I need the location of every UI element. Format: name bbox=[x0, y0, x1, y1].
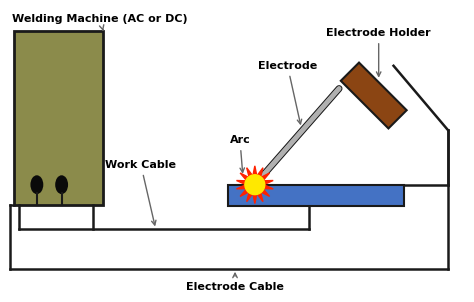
Text: Welding Machine (AC or DC): Welding Machine (AC or DC) bbox=[12, 14, 188, 30]
Text: Electrode Cable: Electrode Cable bbox=[186, 273, 284, 292]
Bar bbox=[14, 31, 103, 204]
Ellipse shape bbox=[30, 175, 43, 194]
Text: Electrode Holder: Electrode Holder bbox=[327, 28, 431, 76]
Bar bbox=[228, 185, 404, 207]
Text: Electrode: Electrode bbox=[258, 61, 317, 124]
Circle shape bbox=[245, 175, 265, 194]
Polygon shape bbox=[237, 166, 273, 204]
Text: Arc: Arc bbox=[229, 135, 250, 172]
FancyBboxPatch shape bbox=[341, 63, 407, 128]
Text: Work Cable: Work Cable bbox=[105, 160, 176, 225]
Ellipse shape bbox=[55, 175, 68, 194]
